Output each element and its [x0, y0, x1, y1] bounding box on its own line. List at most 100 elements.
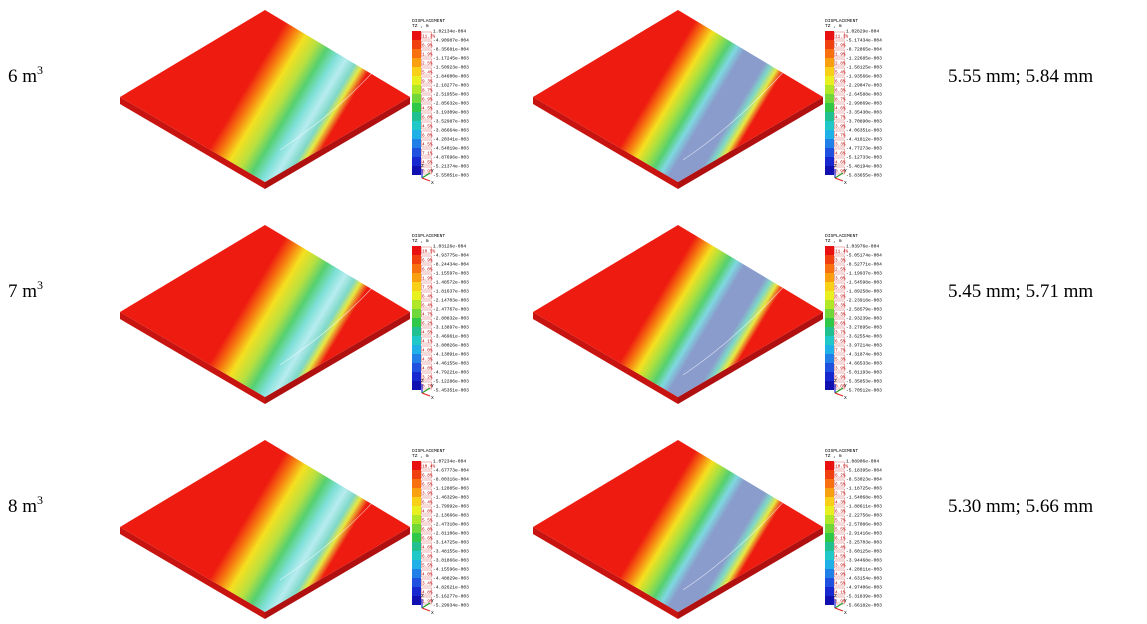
legend-percent: 6.3% — [835, 89, 846, 94]
legend-swatch — [412, 596, 421, 605]
legend-percent: 2.5% — [835, 268, 846, 273]
legend-value: -5.31839e-003 — [846, 594, 882, 600]
axis-label: Y — [844, 383, 847, 389]
legend-percent: 6.3% — [835, 313, 846, 318]
legend-subtitle: TZ , m — [825, 23, 842, 29]
legend-swatch — [412, 327, 421, 336]
legend-swatch — [412, 40, 421, 49]
legend-swatch — [412, 282, 421, 291]
axis-label: X — [844, 180, 847, 186]
axis-label: Z — [421, 593, 424, 599]
contour-plot — [120, 10, 410, 189]
legend-value: -4.54019e-003 — [433, 146, 469, 152]
result-text: 5.30 mm; 5.66 mm — [948, 496, 1093, 517]
legend-percent: 4.1% — [422, 340, 433, 345]
legend-percent: 5.5% — [422, 519, 433, 524]
legend-swatch — [825, 596, 834, 605]
legend-swatch — [825, 560, 834, 569]
legend-value: -1.48572e-003 — [433, 280, 469, 286]
legend-swatch — [825, 345, 834, 354]
legend-percent: 5.4% — [835, 71, 846, 76]
legend-swatch — [412, 273, 421, 282]
legend-value: -1.93566e-003 — [846, 74, 882, 80]
legend-swatch — [825, 31, 834, 40]
legend-percent: 6.5% — [835, 340, 846, 345]
legend-value: -3.48155e-003 — [433, 549, 469, 555]
legend-value: -3.35430e-003 — [846, 110, 882, 116]
legend-swatch — [825, 506, 834, 515]
legend-value: -5.66182e-003 — [846, 603, 882, 609]
legend-value: -3.14725e-003 — [433, 540, 469, 546]
legend-subtitle: TZ , m — [412, 23, 429, 29]
legend-swatch — [412, 58, 421, 67]
legend-swatch — [825, 309, 834, 318]
legend-percent: 6.9% — [422, 98, 433, 103]
axis-label: Y — [431, 383, 434, 389]
legend-value: -5.29934e-003 — [433, 603, 469, 609]
legend-value: -5.45351e-003 — [433, 388, 469, 394]
legend-swatch — [825, 470, 834, 479]
legend-subtitle: TZ , m — [825, 238, 842, 244]
legend-percent: 4.3% — [835, 501, 846, 506]
legend-value: -4.28811e-003 — [846, 567, 882, 573]
legend-percent: 7.5% — [422, 286, 433, 291]
legend-swatch — [412, 255, 421, 264]
legend-percent: 6.4% — [422, 304, 433, 309]
legend-value: -4.41812e-003 — [846, 137, 882, 143]
legend-swatch — [825, 363, 834, 372]
row-label-text: 6 m — [8, 66, 37, 87]
legend-value: -3.62554e-003 — [846, 334, 882, 340]
legend-value: -1.89258e-003 — [846, 289, 882, 295]
legend-value: -3.70890e-003 — [846, 119, 882, 125]
legend: DISPLACEMENTTZ , m10.5%6.2%6.5%2.7%4.3%6… — [825, 448, 882, 609]
legend-swatch — [412, 246, 421, 255]
legend-swatch — [412, 524, 421, 533]
legend-swatch — [825, 94, 834, 103]
legend-percent: 6.4% — [422, 295, 433, 300]
row-label-text: 7 m — [8, 281, 37, 302]
legend-swatch — [825, 85, 834, 94]
legend-value: -2.64588e-003 — [846, 92, 882, 98]
legend-value: -1.58125e-003 — [846, 65, 882, 71]
legend-percent: 8.7% — [422, 89, 433, 94]
legend-value: -3.52987e-003 — [433, 119, 469, 125]
legend-swatch — [825, 76, 834, 85]
legend-percent: 7.7% — [835, 349, 846, 354]
legend-percent: 4.0% — [422, 510, 433, 515]
legend-swatch — [825, 354, 834, 363]
legend-value: -4.90987e-004 — [433, 38, 469, 44]
legend-swatch — [412, 157, 421, 166]
legend-swatch — [412, 67, 421, 76]
legend-value: -5.70512e-003 — [846, 388, 882, 394]
legend-value: -2.58579e-003 — [846, 307, 882, 313]
legend-percent: 4.6% — [835, 152, 846, 157]
legend-value: 1.03976e-004 — [846, 244, 879, 250]
legend-percent: 6.9% — [422, 259, 433, 264]
legend-swatch — [412, 112, 421, 121]
legend-value: -8.53023e-004 — [846, 477, 882, 483]
slab-top — [533, 440, 823, 612]
result-text: 5.45 mm; 5.71 mm — [948, 281, 1093, 302]
legend-percent: 8.9% — [835, 295, 846, 300]
legend-value: -3.81866e-003 — [433, 558, 469, 564]
legend-swatch — [825, 166, 834, 175]
legend-value: -2.85632e-003 — [433, 101, 469, 107]
legend-swatch — [412, 103, 421, 112]
legend-percent: 6.8% — [422, 555, 433, 560]
legend-swatch — [825, 139, 834, 148]
legend-value: -8.24434e-004 — [433, 262, 469, 268]
legend-swatch — [412, 85, 421, 94]
legend-value: -2.23918e-003 — [846, 298, 882, 304]
legend-value: -2.51955e-003 — [433, 92, 469, 98]
slab-top — [533, 10, 823, 182]
legend-percent: 5.4% — [422, 71, 433, 76]
legend-swatch — [412, 31, 421, 40]
legend-value: 1.03126e-004 — [433, 244, 466, 250]
legend-value: -1.79992e-003 — [433, 504, 469, 510]
legend-swatch — [825, 479, 834, 488]
legend-percent: 5.6% — [835, 286, 846, 291]
legend-value: -4.48829e-003 — [433, 576, 469, 582]
contour-plot — [533, 225, 823, 404]
legend-value: -1.18725e-003 — [846, 486, 882, 492]
